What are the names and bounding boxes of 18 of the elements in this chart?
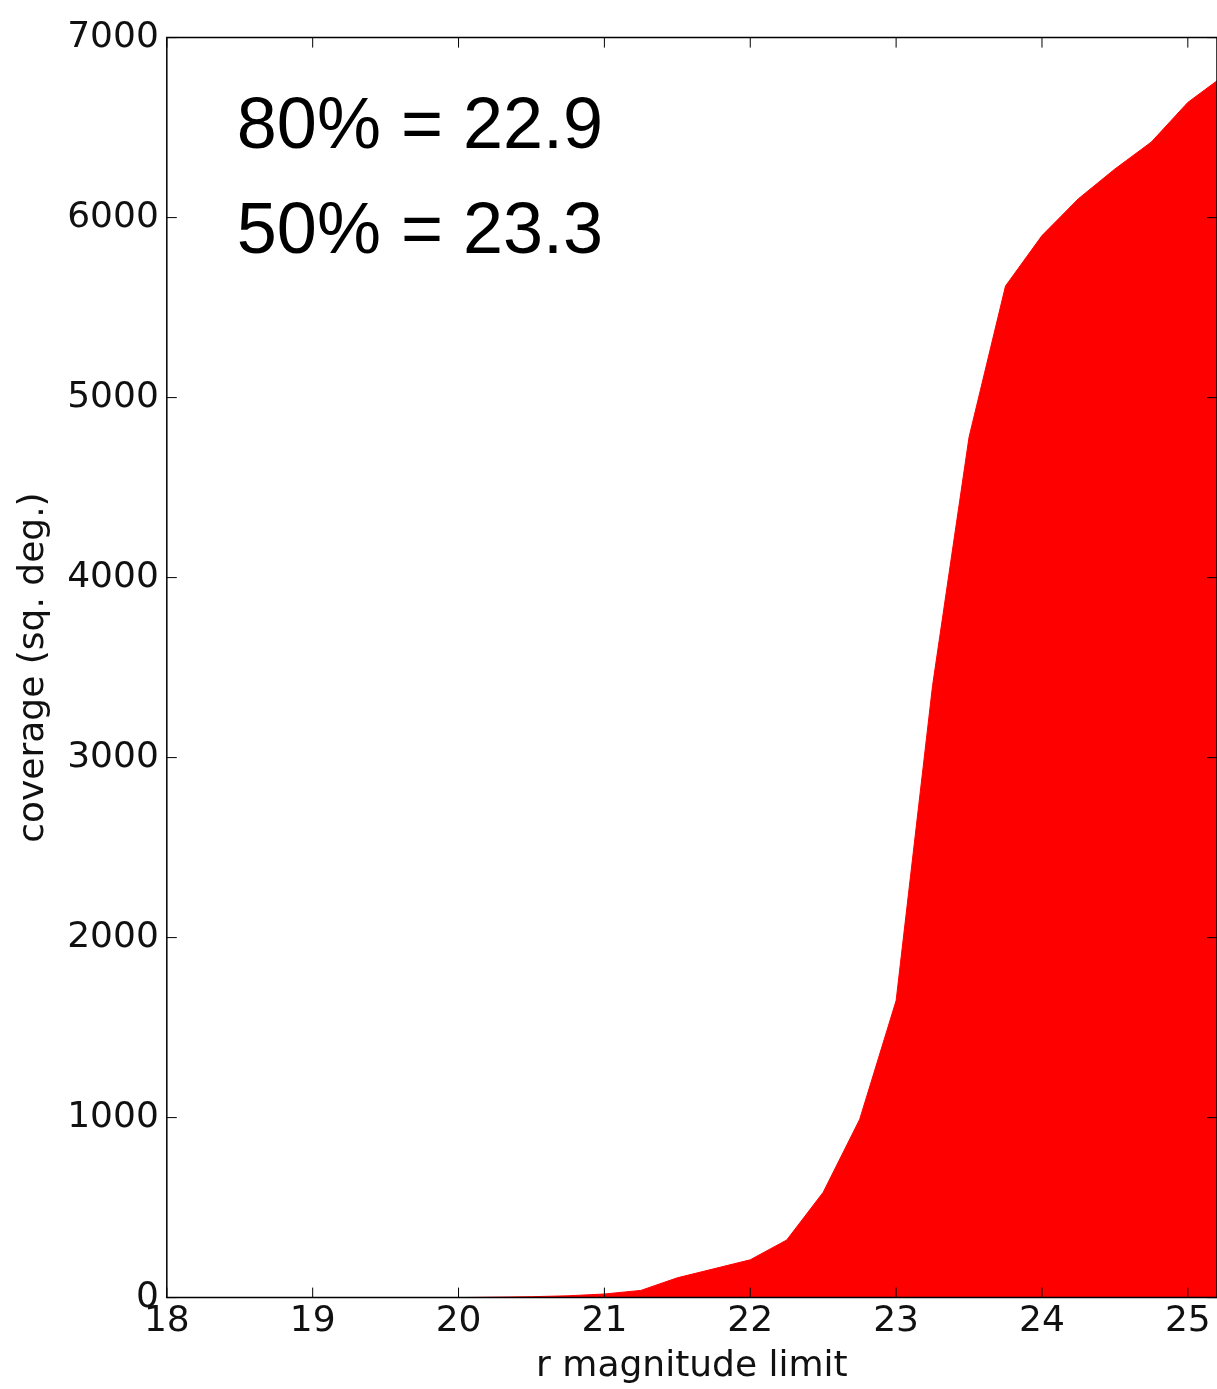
y-tick-label: 2000	[67, 913, 159, 955]
x-tick-label: 23	[873, 1297, 920, 1339]
y-tick-label: 7000	[67, 13, 159, 55]
x-tick-label: 24	[1019, 1297, 1065, 1339]
annotation: 80% = 22.9	[236, 83, 604, 164]
y-tick-label: 4000	[67, 553, 159, 595]
x-tick-label: 19	[289, 1297, 336, 1339]
x-tick-label: 21	[581, 1297, 628, 1339]
y-tick-label: 3000	[67, 733, 159, 775]
y-tick-label: 1000	[67, 1093, 159, 1135]
x-axis-title: r magnitude limit	[536, 1342, 848, 1384]
x-tick-label: 22	[727, 1297, 774, 1339]
annotation: 50% = 23.3	[236, 188, 604, 269]
y-axis-title: coverage (sq. deg.)	[9, 492, 51, 843]
x-tick-label: 20	[435, 1297, 482, 1339]
x-tick-label: 25	[1164, 1297, 1211, 1339]
y-tick-label: 6000	[67, 193, 159, 235]
y-tick-label: 5000	[67, 373, 159, 415]
